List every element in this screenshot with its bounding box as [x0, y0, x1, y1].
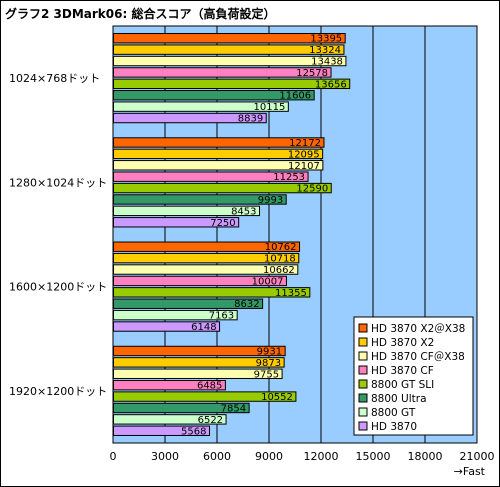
bar [113, 241, 301, 252]
data-label: 10115 [254, 102, 286, 113]
legend-label: HD 3870 X2 [371, 337, 434, 349]
legend-label: HD 3870 CF＠X38 [371, 351, 465, 363]
data-label: 7854 [221, 403, 246, 414]
bar [113, 171, 309, 182]
data-label: 6485 [197, 381, 222, 392]
category-label: 1600×1200ドット [9, 281, 107, 294]
legend-label: 8800 GT [371, 407, 416, 419]
x-tick-label: 6000 [203, 450, 231, 463]
data-label: 10662 [263, 265, 295, 276]
legend-label: HD 3870 CF [371, 365, 434, 377]
data-label: 8839 [238, 114, 263, 125]
legend-swatch [358, 379, 368, 389]
data-label: 8453 [231, 206, 256, 217]
data-label: 10762 [265, 242, 297, 253]
bar [113, 391, 297, 402]
bar [113, 298, 264, 309]
data-label: 9755 [254, 369, 279, 380]
bar [113, 345, 286, 357]
data-label: 12172 [289, 138, 321, 149]
data-label: 10718 [264, 254, 296, 265]
legend-swatch [358, 393, 368, 403]
bar [113, 368, 283, 379]
legend-swatch [358, 365, 368, 375]
data-label: 8632 [234, 299, 259, 310]
legend-label: HD 3870 [371, 421, 417, 433]
legend-swatch [358, 351, 368, 361]
x-tick-label: 3000 [151, 450, 179, 463]
bar [113, 101, 289, 112]
bar [113, 357, 285, 368]
data-label: 6522 [198, 415, 223, 426]
category-label: 1920×1200ドット [9, 385, 107, 398]
data-label: 12578 [296, 68, 328, 79]
bar [113, 90, 315, 101]
x-axis-label: →Fast [454, 465, 486, 478]
legend-box [353, 316, 474, 436]
data-label: 12107 [288, 161, 320, 172]
data-label: 9993 [258, 195, 283, 206]
category-label: 1280×1024ドット [9, 176, 107, 189]
bar [113, 287, 311, 298]
data-label: 13324 [309, 45, 341, 56]
bar [113, 33, 346, 44]
bar [113, 67, 332, 78]
data-label: 5568 [181, 426, 206, 437]
bar [113, 264, 299, 275]
legend-label: 8800 GT SLI [371, 379, 434, 391]
x-tick-label: 21000 [460, 450, 495, 463]
legend-label: HD 3870 X2＠X38 [371, 323, 465, 335]
bar [113, 137, 325, 148]
x-tick-label: 18000 [408, 450, 443, 463]
legend-swatch [358, 407, 368, 417]
data-label: 7250 [210, 218, 235, 229]
data-label: 11606 [279, 91, 311, 102]
bar [113, 425, 211, 436]
bar [113, 160, 324, 171]
bar [113, 194, 287, 205]
data-label: 11253 [273, 172, 305, 183]
data-label: 13438 [311, 57, 343, 68]
data-label: 7163 [209, 311, 234, 322]
x-tick-label: 0 [110, 450, 117, 463]
data-label: 11355 [275, 288, 307, 299]
bar [113, 414, 227, 425]
bar [113, 217, 240, 228]
bar [113, 379, 226, 391]
data-label: 6148 [191, 322, 216, 333]
legend-swatch [358, 421, 368, 431]
category-label: 1024×768ドット [9, 72, 100, 85]
bar [113, 205, 261, 217]
legend-swatch [358, 337, 368, 347]
x-tick-label: 9000 [255, 450, 283, 463]
bar [113, 275, 287, 287]
data-label: 12590 [296, 184, 328, 195]
data-label: 13656 [315, 79, 347, 90]
data-label: 10007 [252, 276, 284, 287]
x-tick-label: 15000 [356, 450, 391, 463]
bar [113, 78, 351, 90]
legend-swatch [358, 323, 368, 333]
x-tick-label: 12000 [304, 450, 339, 463]
bar [113, 148, 324, 160]
bar [113, 55, 347, 67]
chart-title: グラフ2 3DMark06: 総合スコア（高負荷設定） [5, 7, 276, 21]
bar [113, 112, 267, 124]
data-label: 13395 [310, 34, 342, 45]
legend-label: 8800 Ultra [371, 393, 427, 405]
bar [113, 309, 238, 321]
bar [113, 402, 250, 414]
data-label: 10552 [261, 392, 293, 403]
bar [113, 252, 300, 264]
data-label: 12095 [288, 149, 320, 160]
data-label: 9931 [257, 346, 282, 357]
bar [113, 182, 332, 194]
bar [113, 321, 221, 332]
bar [113, 44, 345, 55]
data-label: 9873 [256, 358, 281, 369]
